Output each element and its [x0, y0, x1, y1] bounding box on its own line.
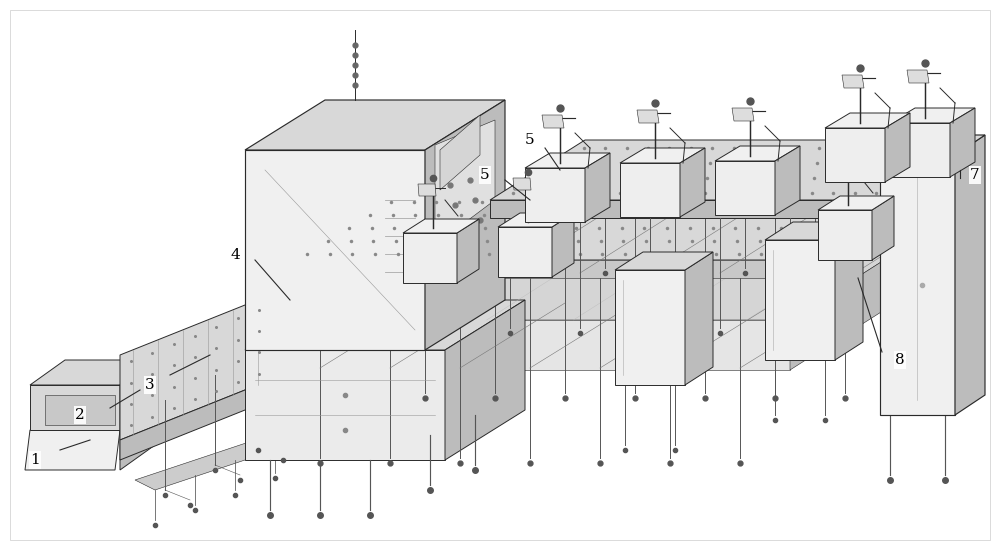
Polygon shape — [525, 153, 610, 168]
Polygon shape — [585, 140, 970, 155]
Polygon shape — [513, 178, 531, 190]
Polygon shape — [615, 252, 713, 270]
Polygon shape — [790, 250, 900, 370]
Polygon shape — [732, 108, 754, 121]
Polygon shape — [907, 70, 929, 83]
Polygon shape — [490, 200, 875, 218]
Polygon shape — [285, 195, 890, 260]
Polygon shape — [680, 148, 705, 217]
Polygon shape — [880, 155, 955, 415]
Polygon shape — [30, 385, 120, 430]
Polygon shape — [835, 222, 863, 360]
Polygon shape — [715, 146, 800, 161]
Polygon shape — [620, 163, 680, 217]
Text: 4: 4 — [230, 248, 240, 262]
Polygon shape — [120, 380, 270, 460]
Polygon shape — [270, 250, 900, 320]
Polygon shape — [825, 113, 910, 128]
Polygon shape — [403, 233, 457, 283]
Text: 5: 5 — [525, 133, 535, 147]
Polygon shape — [552, 213, 574, 277]
Polygon shape — [880, 135, 985, 155]
Polygon shape — [620, 148, 705, 163]
Polygon shape — [418, 184, 436, 196]
Polygon shape — [30, 360, 155, 385]
Text: 2: 2 — [75, 408, 85, 422]
Polygon shape — [765, 222, 863, 240]
Text: 1: 1 — [30, 453, 40, 467]
Polygon shape — [585, 153, 610, 222]
Polygon shape — [542, 115, 564, 128]
Polygon shape — [270, 320, 790, 370]
Polygon shape — [457, 219, 479, 283]
Polygon shape — [435, 120, 495, 245]
Polygon shape — [490, 140, 970, 200]
Polygon shape — [120, 360, 155, 470]
Polygon shape — [403, 219, 479, 233]
Polygon shape — [825, 128, 885, 182]
Polygon shape — [885, 113, 910, 182]
Polygon shape — [498, 227, 552, 277]
Text: 8: 8 — [895, 353, 905, 367]
Text: 7: 7 — [970, 168, 980, 182]
Polygon shape — [498, 213, 574, 227]
Polygon shape — [245, 100, 505, 150]
Polygon shape — [818, 196, 894, 210]
Polygon shape — [715, 161, 775, 215]
Text: 3: 3 — [145, 378, 155, 392]
Polygon shape — [245, 350, 445, 460]
Polygon shape — [890, 123, 950, 177]
Polygon shape — [425, 100, 505, 350]
Polygon shape — [872, 196, 894, 260]
Polygon shape — [440, 115, 480, 190]
Polygon shape — [120, 295, 270, 440]
Text: 5: 5 — [480, 168, 490, 182]
Polygon shape — [25, 430, 120, 470]
Polygon shape — [950, 108, 975, 177]
Polygon shape — [818, 210, 872, 260]
Polygon shape — [842, 75, 864, 88]
Polygon shape — [685, 252, 713, 385]
Polygon shape — [637, 110, 659, 123]
Polygon shape — [245, 300, 525, 350]
Polygon shape — [955, 135, 985, 415]
Polygon shape — [445, 300, 525, 460]
Polygon shape — [890, 108, 975, 123]
Polygon shape — [765, 240, 835, 360]
Polygon shape — [245, 150, 425, 350]
Polygon shape — [390, 195, 890, 210]
Polygon shape — [285, 260, 785, 278]
Polygon shape — [775, 146, 800, 215]
Polygon shape — [135, 435, 290, 490]
Polygon shape — [525, 168, 585, 222]
Polygon shape — [45, 395, 115, 425]
Polygon shape — [833, 161, 851, 173]
Polygon shape — [615, 270, 685, 385]
